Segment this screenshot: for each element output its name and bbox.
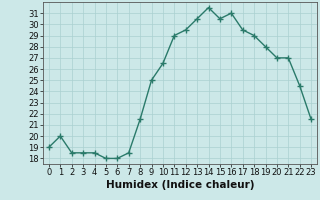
X-axis label: Humidex (Indice chaleur): Humidex (Indice chaleur) — [106, 180, 254, 190]
